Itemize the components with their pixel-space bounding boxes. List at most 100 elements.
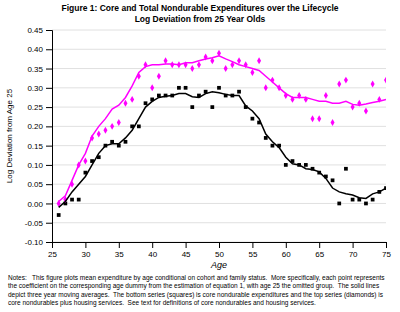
tick-label: 65	[315, 250, 324, 259]
tick-label: 55	[248, 250, 257, 259]
x-axis-title: Age	[210, 260, 227, 270]
y-axis: -0.10-0.050.000.050.100.150.200.250.300.…	[25, 26, 53, 247]
point	[344, 77, 348, 84]
grid-line	[52, 49, 386, 50]
point	[97, 131, 101, 138]
line-series	[59, 56, 386, 202]
point	[371, 80, 375, 87]
point	[324, 92, 328, 99]
point	[124, 140, 128, 144]
point	[337, 80, 341, 87]
axis-line	[46, 31, 53, 243]
point	[257, 57, 261, 64]
point	[137, 124, 141, 128]
point	[331, 119, 335, 126]
tick-label: 0.20	[27, 122, 43, 131]
point	[197, 61, 201, 68]
point	[117, 119, 121, 126]
point	[264, 84, 268, 91]
tick: 45	[182, 242, 191, 259]
line	[59, 56, 386, 202]
grid-line	[52, 68, 386, 69]
title: Figure 1: Core and Total Nondurable Expe…	[61, 3, 338, 13]
notes: Notes: This figure plots mean expenditur…	[0, 272, 400, 312]
tick-mark	[386, 242, 387, 248]
point	[210, 105, 214, 109]
point	[250, 69, 254, 76]
point	[110, 123, 114, 130]
point	[344, 167, 348, 171]
tick: 0.35	[27, 65, 52, 74]
tick: 0.00	[27, 200, 52, 209]
point	[237, 90, 241, 94]
tick: 0.40	[27, 45, 52, 54]
tick-label: 35	[115, 250, 124, 259]
tick: 65	[315, 242, 324, 259]
tick-mark	[252, 242, 253, 248]
point	[184, 86, 188, 90]
tick: 0.25	[27, 103, 52, 112]
tick-mark	[119, 242, 120, 248]
tick-mark	[319, 242, 320, 248]
point	[304, 163, 308, 167]
plot-area: 2530354045505560657075-0.10-0.050.000.05…	[5, 26, 391, 270]
tick: 0.05	[27, 180, 52, 189]
tick-mark	[186, 242, 187, 248]
tick-label: 45	[182, 250, 191, 259]
tick-label: 50	[215, 250, 224, 259]
tick: 30	[81, 242, 90, 259]
tick-mark	[46, 165, 52, 166]
grid-line	[52, 203, 386, 204]
tick-label: 70	[349, 250, 358, 259]
tick: 0.45	[27, 26, 52, 35]
point	[83, 158, 87, 165]
line-series	[59, 92, 386, 208]
point	[224, 65, 228, 72]
tick: 0.15	[27, 142, 52, 151]
x-axis: 25 30 35 40 45 50 55 60 65 70 75	[48, 242, 391, 259]
point	[157, 73, 161, 80]
y-axis-title: Log Deviation from Age 25	[5, 88, 14, 183]
tick-label: 0.35	[27, 65, 43, 74]
tick-label: 30	[81, 250, 90, 259]
tick-mark	[46, 242, 52, 243]
subtitle: Log Deviation from 25 Year Olds	[135, 14, 266, 24]
tick-label: 0.05	[27, 180, 43, 189]
tick: 35	[115, 242, 124, 259]
tick-label: 0.15	[27, 142, 43, 151]
point	[190, 105, 194, 109]
tick: 75	[382, 242, 391, 259]
point	[364, 202, 368, 206]
point	[364, 107, 368, 114]
tick: 70	[349, 242, 358, 259]
tick: 0.30	[27, 84, 52, 93]
tick-label: 0.30	[27, 84, 43, 93]
tick-mark	[46, 49, 52, 50]
tick-mark	[46, 184, 52, 185]
tick-mark	[219, 242, 220, 248]
tick-label: 0.40	[27, 45, 43, 54]
line	[59, 92, 386, 208]
tick-label: 25	[48, 250, 57, 259]
tick-mark	[46, 69, 52, 70]
tick-mark	[46, 146, 52, 147]
point	[331, 178, 335, 182]
tick: 40	[148, 242, 157, 259]
tick: 55	[248, 242, 257, 259]
tick: 50	[215, 242, 224, 259]
tick-mark	[85, 242, 86, 248]
point	[311, 115, 315, 122]
tick-label: 0.25	[27, 103, 43, 112]
tick: 0.10	[27, 161, 52, 170]
tick-mark	[353, 242, 354, 248]
marks	[57, 50, 386, 217]
tick: 25	[48, 242, 57, 259]
tick: 60	[282, 242, 291, 259]
tick-label: -0.05	[25, 219, 44, 228]
tick-label: 0.10	[27, 161, 43, 170]
tick-label: 60	[282, 250, 291, 259]
tick-label: 0.00	[27, 200, 43, 209]
tick-mark	[46, 203, 52, 204]
tick-mark	[46, 30, 52, 31]
tick: -0.05	[25, 219, 52, 228]
